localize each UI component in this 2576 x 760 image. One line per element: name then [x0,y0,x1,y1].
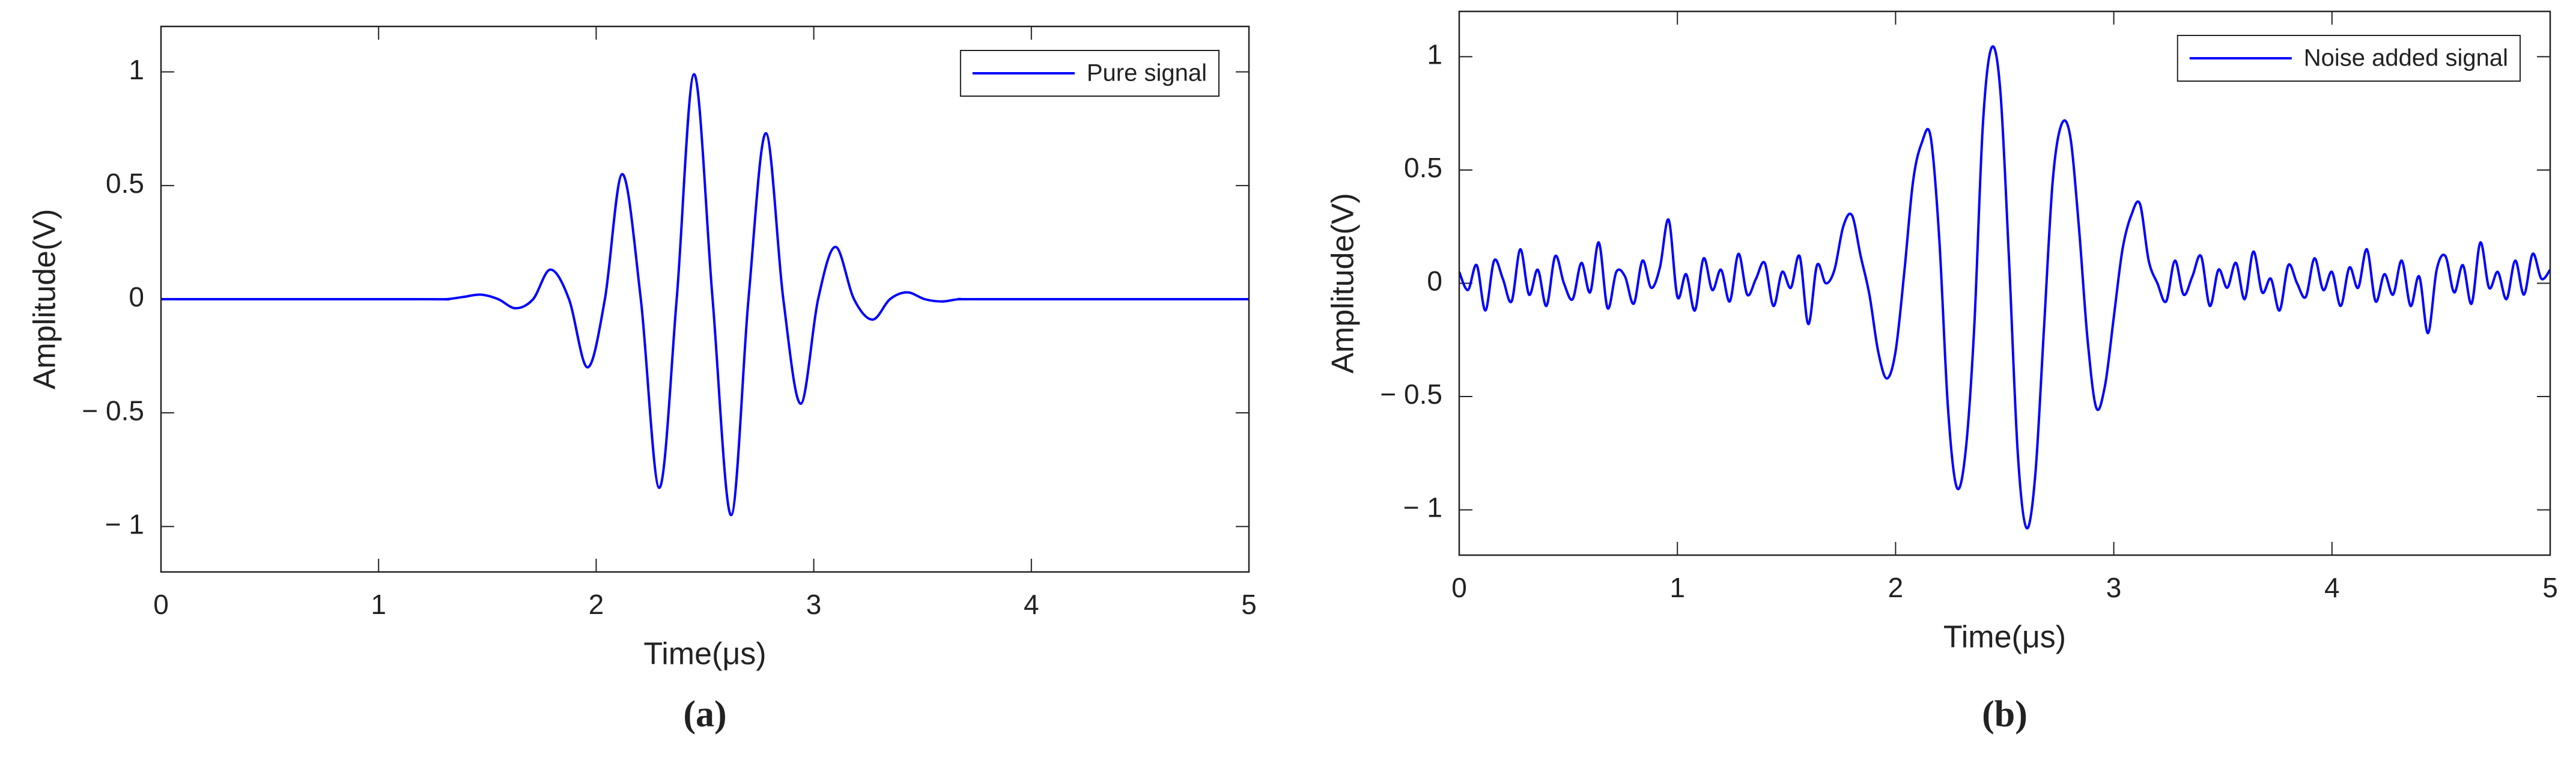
x-tick-label: 5 [2542,572,2558,603]
legend: Noise added signal [2177,35,2521,82]
y-tick-label: 0.5 [106,168,144,199]
x-tick-label: 4 [1024,589,1039,620]
caption: (a) [683,694,726,735]
x-tick-label: 0 [153,589,169,620]
legend-label: Pure signal [1087,60,1207,87]
y-axis-label: Amplitude(V) [28,209,62,390]
x-tick-label: 1 [371,589,386,620]
x-axis-label: Time(μs) [643,637,766,672]
y-axis-label: Amplitude(V) [1326,193,1361,374]
x-tick-label: 2 [1888,572,1904,603]
axes-box [160,25,1250,573]
y-tick-label: − 1 [105,508,144,540]
x-tick-label: 2 [589,589,604,620]
y-tick-label: 0 [1427,266,1442,297]
y-tick-label: 0.5 [1404,152,1442,183]
y-tick-label: 0 [129,281,144,312]
x-tick-label: 0 [1451,572,1467,603]
x-tick-label: 3 [2106,572,2122,603]
data-line [1459,45,2550,530]
legend-box [959,50,1220,97]
axes-box [1458,10,2551,556]
y-tick-label: 1 [129,54,144,85]
x-tick-label: 5 [1241,589,1257,620]
y-tick-label: 1 [1427,39,1442,70]
chart-panel: 0 1 2 3 4 5 − 1 − 0.5 0 0.5 1 Time(μs) Amplitude(V) (… [1326,10,2558,735]
plot-area [1459,11,2550,555]
x-tick-label: 3 [806,589,822,620]
data-layer [1459,45,2550,530]
x-tick-label: 1 [1669,572,1685,603]
legend: Pure signal [959,50,1220,97]
chart-panel: 0 1 2 3 4 5 − 1 − 0.5 0 0.5 1 Time(μs) Amplitude(V) (… [28,25,1257,735]
legend-label: Noise added signal [2304,45,2508,71]
caption: (b) [1982,694,2028,735]
data-line [161,73,1249,517]
x-axis-label: Time(μs) [1943,620,2066,655]
data-layer [161,73,1249,517]
y-tick-label: − 1 [1403,492,1442,523]
x-tick-label: 4 [2324,572,2340,603]
y-tick-label: − 0.5 [82,395,144,426]
y-tick-label: − 0.5 [1380,378,1442,410]
